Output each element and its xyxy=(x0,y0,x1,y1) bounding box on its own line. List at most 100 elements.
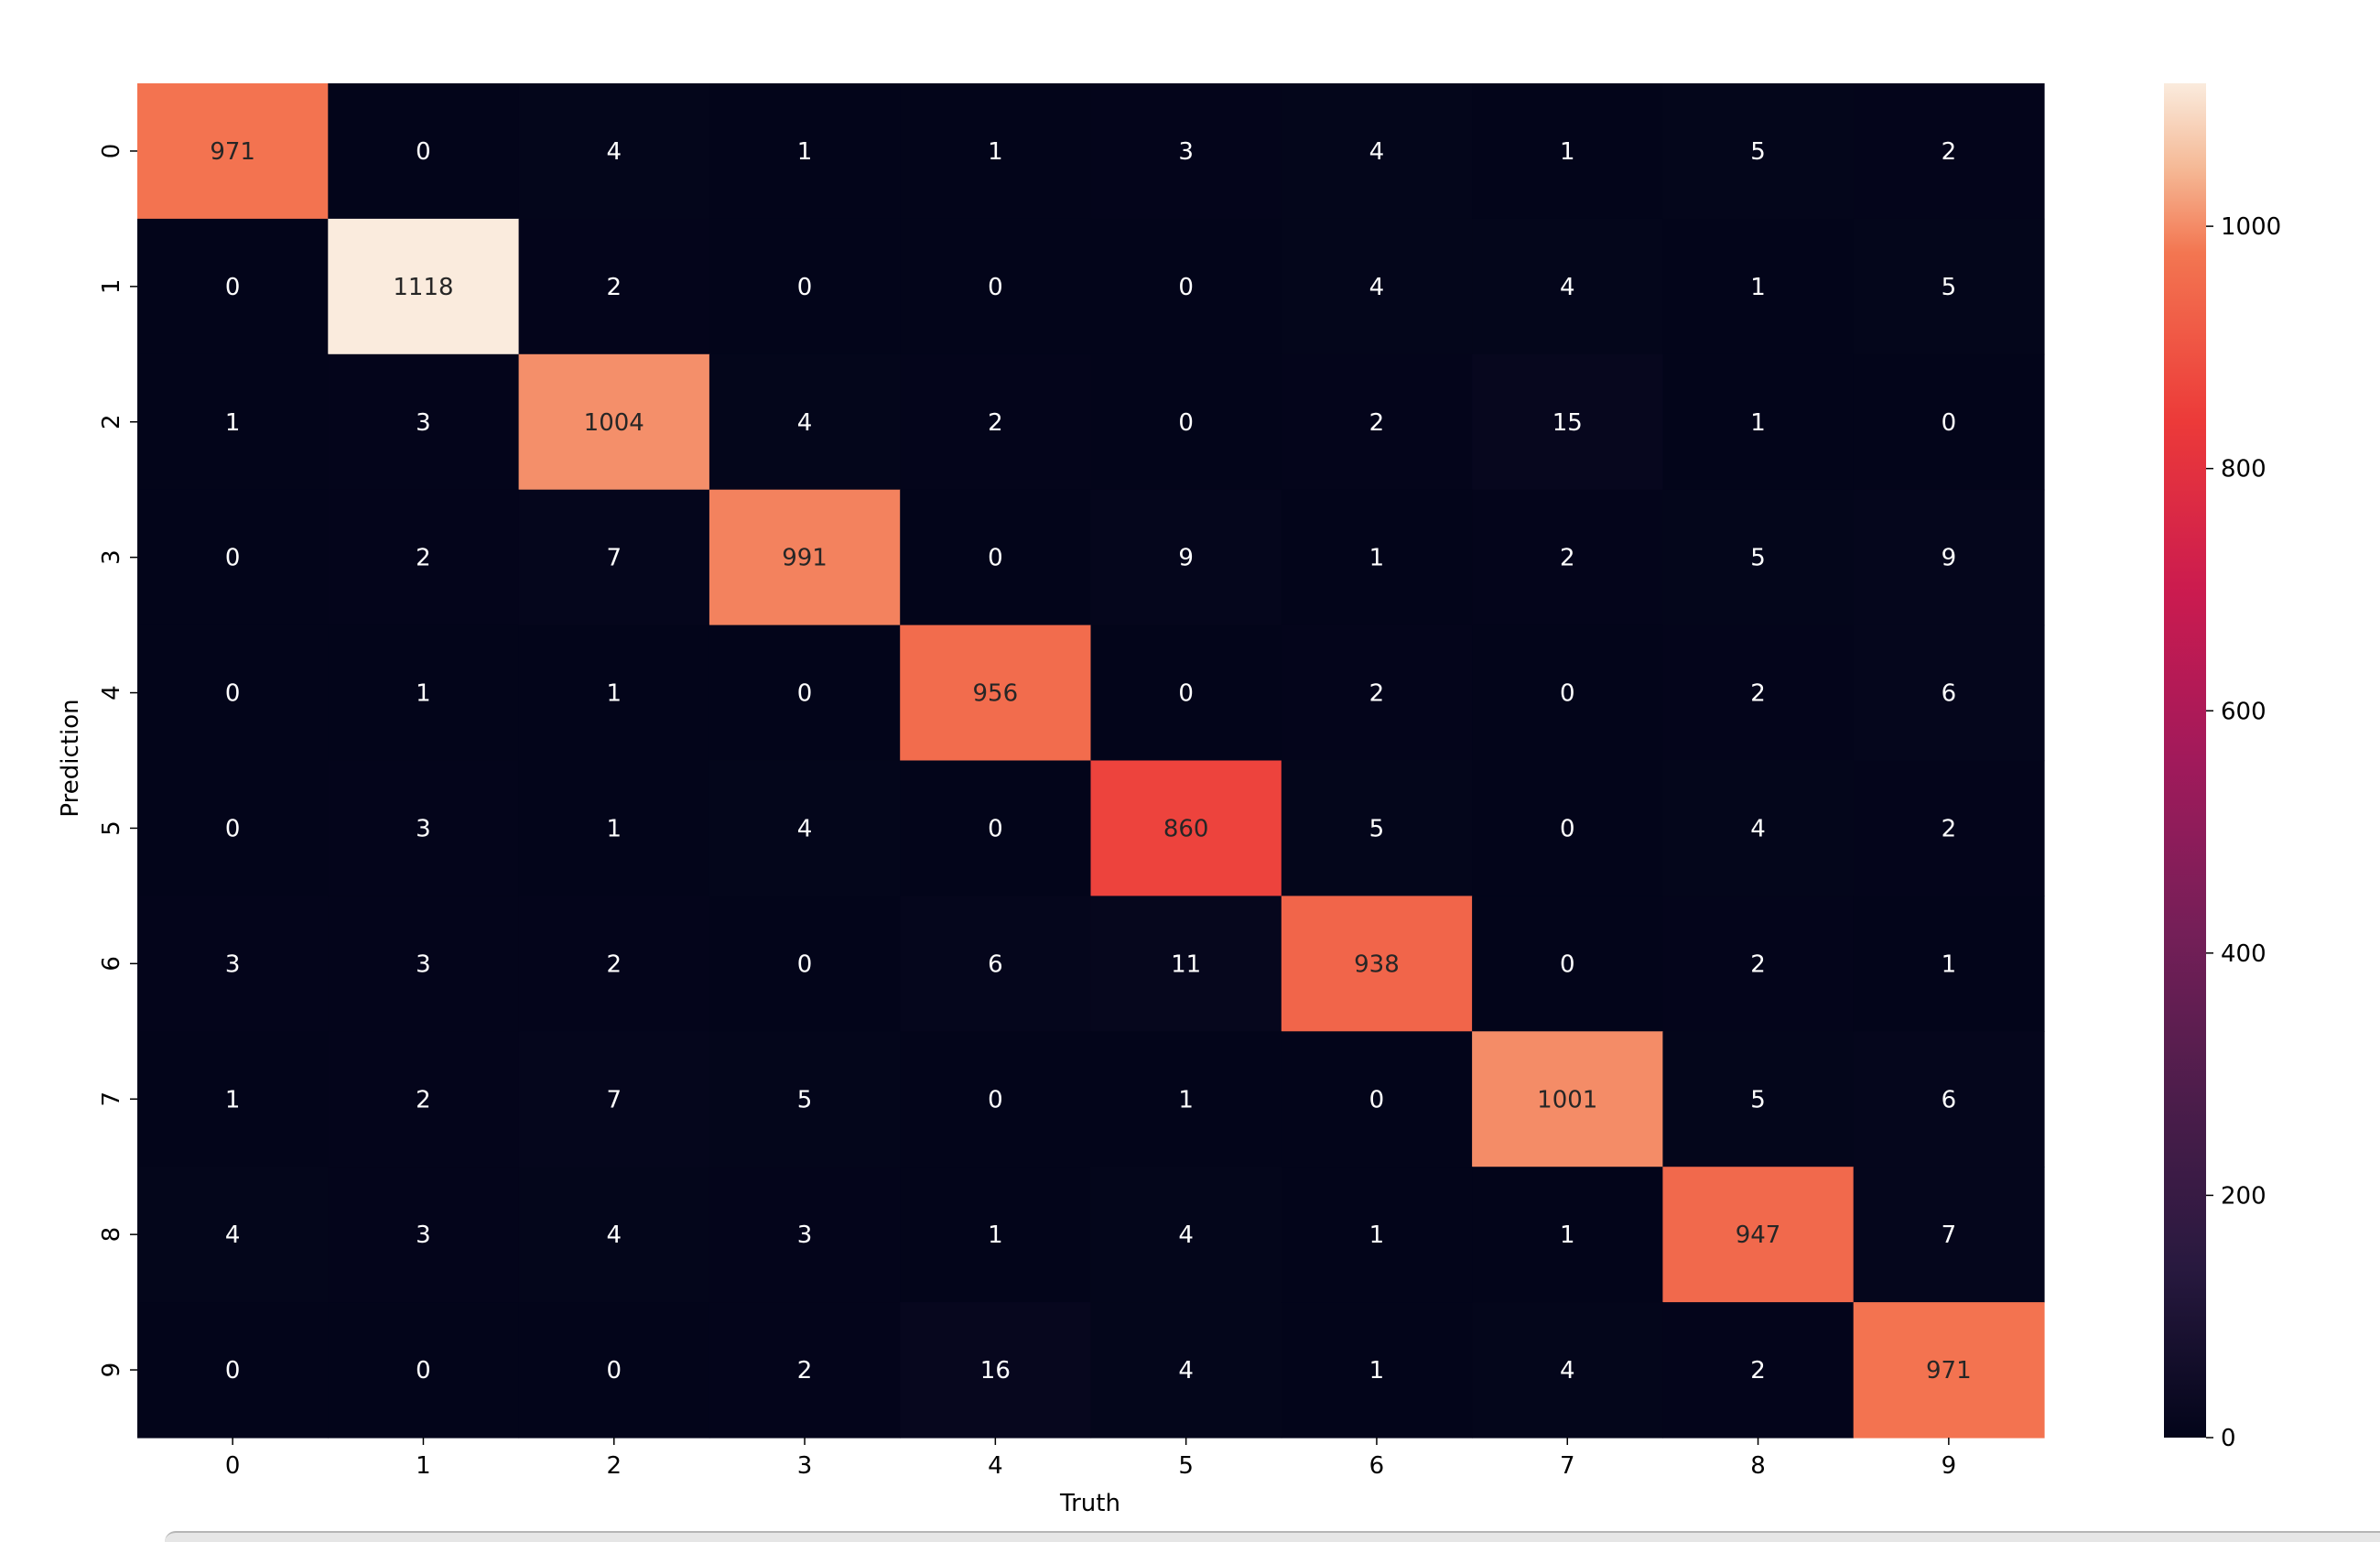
cell-label-r7-c3: 5 xyxy=(797,1086,813,1113)
cell-label-r6-c0: 3 xyxy=(225,950,241,978)
cell-label-r0-c6: 4 xyxy=(1369,138,1385,166)
heatmap-cell-r9-c3 xyxy=(709,1302,901,1439)
heatmap-cell-r5-c7 xyxy=(1472,760,1663,896)
cell-label-r1-c5: 0 xyxy=(1178,274,1194,301)
cell-label-r5-c1: 3 xyxy=(416,815,431,842)
heatmap-cell-r7-c5 xyxy=(1090,1031,1282,1167)
heatmap-cell-r9-c6 xyxy=(1281,1302,1473,1439)
heatmap-cell-r0-c2 xyxy=(518,83,710,220)
x-axis: 0 1 2 3 4 5 6 7 8 9 xyxy=(225,1438,1956,1480)
cell-label-r9-c0: 0 xyxy=(225,1357,241,1385)
cell-label-r0-c4: 1 xyxy=(988,138,1003,166)
heatmap-cell-r7-c6 xyxy=(1281,1031,1473,1167)
cell-label-r7-c2: 7 xyxy=(606,1086,622,1113)
cell-label-r6-c4: 6 xyxy=(988,950,1003,978)
cell-label-r5-c9: 2 xyxy=(1942,815,1957,842)
cell-label-r0-c8: 5 xyxy=(1750,138,1766,166)
y-tick-label-5: 5 xyxy=(98,820,125,836)
heatmap-cell-r0-c6 xyxy=(1281,83,1473,220)
cell-label-r1-c2: 2 xyxy=(606,274,622,301)
heatmap-cell-r7-c3 xyxy=(709,1031,901,1167)
cell-label-r4-c8: 2 xyxy=(1750,680,1766,708)
heatmap-cell-r7-c1 xyxy=(328,1031,520,1167)
heatmap-cell-r9-c2 xyxy=(518,1302,710,1439)
heatmap-cell-r1-c5 xyxy=(1090,218,1282,355)
heatmap-cell-r6-c8 xyxy=(1662,896,1855,1032)
cell-label-r3-c6: 1 xyxy=(1369,545,1385,572)
heatmap-cell-r9-c4 xyxy=(900,1302,1092,1439)
heatmap-cell-r8-c7 xyxy=(1472,1167,1663,1303)
cell-label-r7-c5: 1 xyxy=(1178,1086,1194,1113)
heatmap-cell-r8-c0 xyxy=(137,1167,329,1303)
heatmap-cell-r9-c1 xyxy=(328,1302,520,1439)
y-tick-label-2: 2 xyxy=(98,414,125,429)
heatmap-cell-r5-c4 xyxy=(900,760,1092,896)
y-axis-label: Prediction xyxy=(57,699,84,817)
cell-label-r4-c7: 0 xyxy=(1560,680,1575,708)
x-tick-label-0: 0 xyxy=(225,1452,241,1480)
heatmap-cell-r4-c7 xyxy=(1472,624,1663,762)
cell-label-r2-c7: 15 xyxy=(1552,409,1583,437)
y-tick-label-7: 7 xyxy=(98,1091,125,1107)
heatmap-cell-r2-c3 xyxy=(709,353,901,491)
x-tick-label-9: 9 xyxy=(1942,1452,1957,1480)
heatmap-cell-r7-c4 xyxy=(900,1031,1092,1167)
cell-label-r1-c3: 0 xyxy=(797,274,813,301)
cell-label-r7-c9: 6 xyxy=(1942,1086,1957,1113)
heatmap-cell-r3-c0 xyxy=(137,489,329,626)
cell-label-r3-c7: 2 xyxy=(1560,545,1575,572)
x-tick-label-7: 7 xyxy=(1560,1452,1575,1480)
cell-label-r5-c5: 860 xyxy=(1163,815,1209,842)
heatmap-cell-r2-c4 xyxy=(900,353,1092,491)
heatmap-cell-r0-c4 xyxy=(900,83,1092,220)
heatmap-cell-r8-c4 xyxy=(900,1167,1092,1303)
heatmap-cell-r6-c1 xyxy=(328,896,520,1032)
heatmap-cell-r5-c0 xyxy=(137,760,329,896)
cell-label-r9-c9: 971 xyxy=(1926,1357,1972,1385)
x-axis-label: Truth xyxy=(1059,1490,1120,1517)
cell-label-r5-c7: 0 xyxy=(1560,815,1575,842)
cell-label-r2-c4: 2 xyxy=(988,409,1003,437)
heatmap-cell-r4-c9 xyxy=(1853,624,2045,762)
cell-label-r4-c2: 1 xyxy=(606,680,622,708)
heatmap-cells xyxy=(137,83,2045,1439)
heatmap-cell-r8-c2 xyxy=(518,1167,710,1303)
heatmap-cell-r8-c5 xyxy=(1090,1167,1282,1303)
cell-label-r4-c6: 2 xyxy=(1369,680,1385,708)
heatmap-cell-r5-c6 xyxy=(1281,760,1473,896)
cell-label-r7-c0: 1 xyxy=(225,1086,241,1113)
cell-label-r8-c1: 3 xyxy=(416,1222,431,1249)
x-tick-label-4: 4 xyxy=(988,1452,1003,1480)
colorbar-axis: 0 200 400 600 800 1000 xyxy=(2206,213,2281,1452)
y-axis: 0 1 2 3 4 5 6 7 8 9 xyxy=(98,144,137,1377)
colorbar xyxy=(2164,83,2206,1438)
cell-label-r0-c9: 2 xyxy=(1942,138,1957,166)
heatmap-cell-r8-c6 xyxy=(1281,1167,1473,1303)
heatmap-cell-r2-c0 xyxy=(137,353,329,491)
cell-label-r8-c4: 1 xyxy=(988,1222,1003,1249)
cell-label-r7-c4: 0 xyxy=(988,1086,1003,1113)
heatmap-cell-r3-c2 xyxy=(518,489,710,626)
heatmap-cell-r1-c0 xyxy=(137,218,329,355)
heatmap-cell-r6-c4 xyxy=(900,896,1092,1032)
heatmap-cell-r0-c0 xyxy=(137,83,329,220)
heatmap-cell-r3-c6 xyxy=(1281,489,1473,626)
cell-label-r3-c1: 2 xyxy=(416,545,431,572)
heatmap-cell-r2-c9 xyxy=(1853,353,2045,491)
cell-label-r2-c5: 0 xyxy=(1178,409,1194,437)
cell-label-r9-c6: 1 xyxy=(1369,1357,1385,1385)
cell-label-r5-c3: 4 xyxy=(797,815,813,842)
heatmap-cell-r9-c8 xyxy=(1662,1302,1855,1439)
cell-label-r5-c0: 0 xyxy=(225,815,241,842)
heatmap-cell-r4-c3 xyxy=(709,624,901,762)
heatmap-cell-r5-c9 xyxy=(1853,760,2045,896)
cell-label-r8-c9: 7 xyxy=(1942,1222,1957,1249)
cell-label-r4-c4: 956 xyxy=(973,680,1019,708)
cell-label-r1-c7: 4 xyxy=(1560,274,1575,301)
cell-labels: 971 0 4 1 1 3 4 1 5 20 1118 2 0 0 0 4 4 1 51 3 1004 4 2 0 2 15 1 00… xyxy=(210,138,1971,1385)
cell-label-r1-c9: 5 xyxy=(1942,274,1957,301)
heatmap-cell-r4-c0 xyxy=(137,624,329,762)
x-tick-label-2: 2 xyxy=(606,1452,622,1480)
cell-label-r2-c2: 1004 xyxy=(584,409,644,437)
cell-label-r6-c9: 1 xyxy=(1942,950,1957,978)
